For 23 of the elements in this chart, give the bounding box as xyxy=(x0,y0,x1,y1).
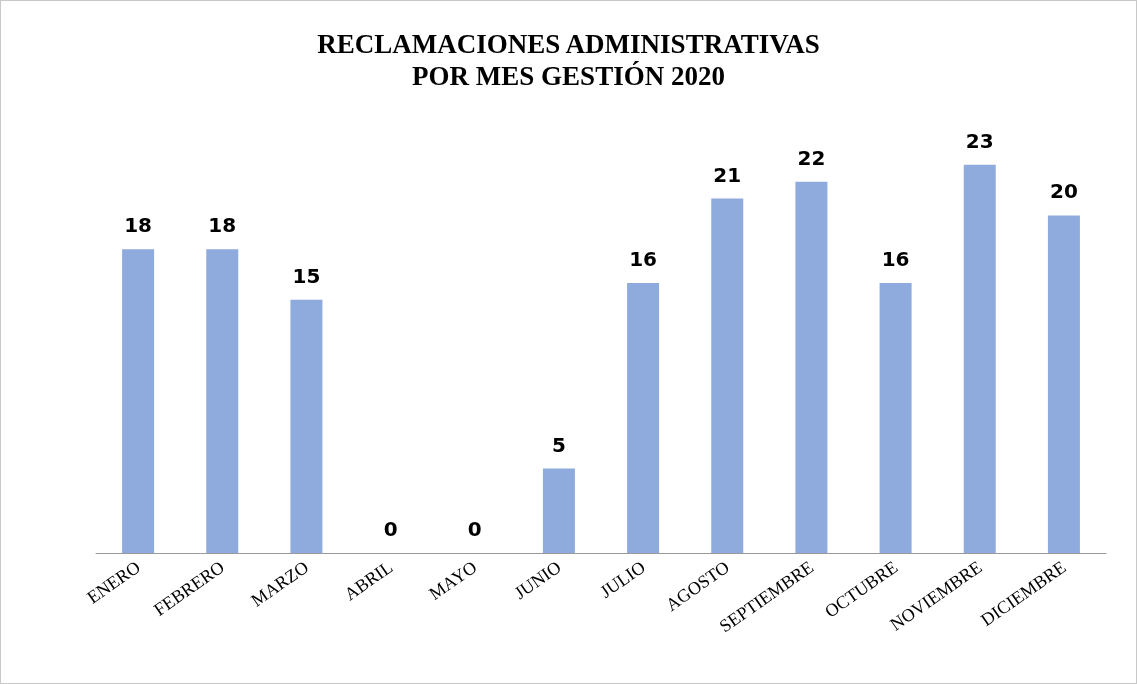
data-label: 0 xyxy=(383,517,398,541)
bar xyxy=(627,282,660,553)
bar xyxy=(963,164,996,553)
data-label: 18 xyxy=(124,213,153,238)
bar xyxy=(879,282,912,553)
bar xyxy=(542,468,575,553)
bar xyxy=(795,181,828,553)
data-label: 16 xyxy=(881,246,910,271)
bar xyxy=(711,198,744,553)
bar xyxy=(206,249,239,553)
data-label: 5 xyxy=(551,432,566,457)
data-label: 16 xyxy=(629,246,658,271)
data-label: 15 xyxy=(292,263,321,288)
data-label: 18 xyxy=(208,213,237,238)
bar xyxy=(1047,215,1080,553)
chart-title: RECLAMACIONES ADMINISTRATIVAS POR MES GESTIÓN 2020 xyxy=(317,29,820,91)
bar xyxy=(122,249,155,553)
data-label: 21 xyxy=(713,162,742,187)
data-label: 23 xyxy=(965,128,994,153)
data-label: 0 xyxy=(467,517,482,541)
bar xyxy=(290,299,323,553)
data-label: 20 xyxy=(1049,179,1078,204)
data-label: 22 xyxy=(797,145,826,170)
